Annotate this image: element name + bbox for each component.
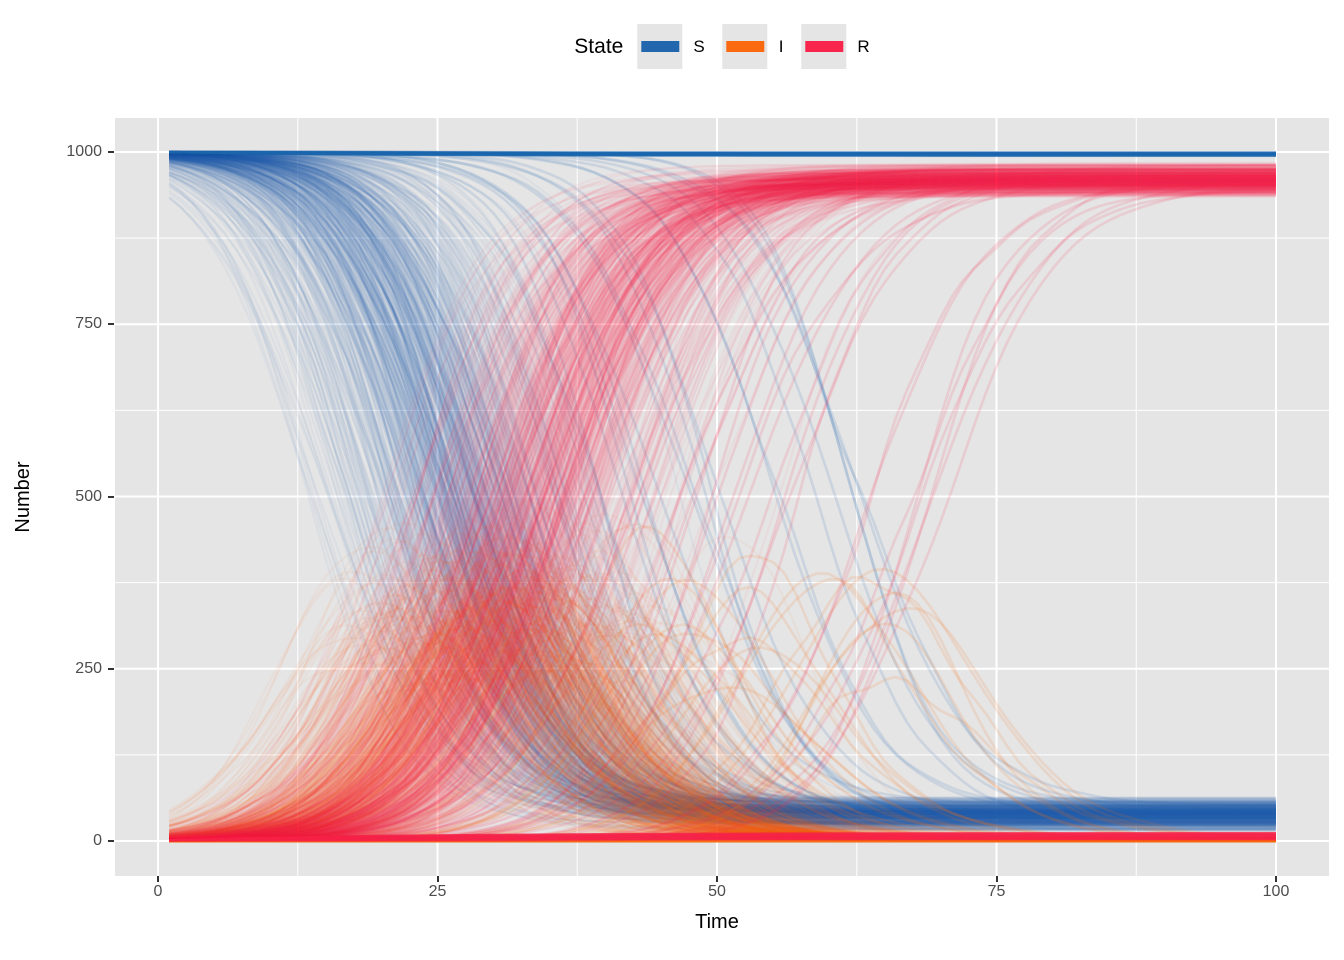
y-tick-mark-1000 (108, 151, 114, 153)
x-tick-mark-100 (1275, 876, 1277, 882)
y-axis-title: Number (12, 461, 34, 533)
y-tick-label-0: 0 (93, 832, 102, 849)
y-tick-label-500: 500 (75, 487, 102, 505)
x-tick-mark-50 (716, 876, 718, 882)
legend-key-I (722, 24, 768, 69)
x-tick-label-25: 25 (428, 883, 447, 900)
x-tick-mark-75 (995, 876, 998, 882)
legend-label-I: I (778, 36, 784, 56)
x-axis-title: Time (695, 911, 739, 933)
y-tick-label-750: 750 (75, 315, 102, 333)
y-tick-mark-0 (108, 840, 114, 842)
y-tick-label-1000: 1000 (66, 143, 102, 160)
x-tick-label-50: 50 (708, 883, 726, 900)
legend-item-R: R (801, 24, 870, 69)
legend-title: State (574, 34, 624, 58)
legend-item-I: I (722, 24, 784, 69)
legend-label-S: S (693, 36, 705, 56)
x-tick-label-100: 100 (1262, 883, 1290, 900)
legend-key-S (637, 24, 683, 69)
legend: State S I R (574, 24, 870, 69)
y-tick-label-250: 250 (75, 659, 102, 677)
legend-key-R (801, 24, 847, 69)
y-tick-mark-750 (108, 323, 114, 326)
x-tick-label-0: 0 (153, 883, 163, 900)
trajectories-canvas (115, 118, 1329, 876)
legend-item-S: S (637, 24, 705, 69)
legend-swatch-S (640, 41, 679, 52)
legend-swatch-R (804, 41, 843, 52)
y-tick-mark-250 (108, 667, 114, 670)
x-tick-label-75: 75 (987, 883, 1006, 900)
legend-label-R: R (857, 36, 870, 56)
legend-swatch-I (726, 41, 765, 52)
y-tick-mark-500 (108, 495, 114, 498)
plot-panel (115, 118, 1329, 876)
x-tick-mark-0 (157, 876, 159, 882)
x-tick-mark-25 (436, 876, 439, 882)
